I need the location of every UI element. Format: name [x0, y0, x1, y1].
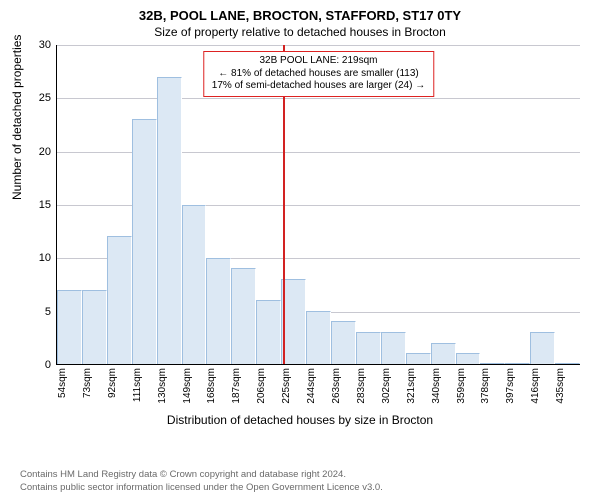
x-tick-label: 302sqm	[381, 368, 392, 404]
y-axis-label: Number of detached properties	[10, 35, 24, 200]
x-tick-label: 130sqm	[157, 368, 168, 404]
x-tick-label: 416sqm	[530, 368, 541, 404]
chart-subtitle: Size of property relative to detached ho…	[0, 23, 600, 45]
x-tick-label: 111sqm	[132, 368, 143, 402]
x-tick-label: 397sqm	[505, 368, 516, 404]
x-tick-label: 149sqm	[182, 368, 193, 404]
x-tick-label: 435sqm	[555, 368, 566, 404]
info-line2: ← 81% of detached houses are smaller (11…	[212, 68, 425, 81]
histogram-bar	[57, 290, 82, 364]
histogram-bar	[555, 363, 580, 364]
x-tick-label: 321sqm	[406, 368, 417, 404]
x-tick-label: 244sqm	[306, 368, 317, 404]
y-tick-label: 25	[39, 92, 57, 104]
histogram-bar	[331, 321, 356, 364]
y-tick-label: 20	[39, 146, 57, 158]
histogram-bar	[132, 119, 157, 364]
x-axis-label: Distribution of detached houses by size …	[0, 413, 600, 427]
info-box: 32B POOL LANE: 219sqm ← 81% of detached …	[203, 51, 434, 97]
histogram-bar	[206, 258, 231, 364]
y-tick-label: 0	[45, 359, 57, 371]
info-line3: 17% of semi-detached houses are larger (…	[212, 80, 425, 93]
x-tick-label: 378sqm	[480, 368, 491, 404]
histogram-bar	[406, 353, 431, 364]
histogram-bar	[456, 353, 481, 364]
histogram-bar	[381, 332, 406, 364]
histogram-bar	[82, 290, 107, 364]
chart-title: 32B, POOL LANE, BROCTON, STAFFORD, ST17 …	[0, 0, 600, 23]
histogram-bar	[505, 363, 530, 364]
x-tick-label: 206sqm	[256, 368, 267, 404]
histogram-bar	[231, 268, 256, 364]
x-tick-label: 54sqm	[57, 368, 68, 398]
x-tick-label: 359sqm	[456, 368, 467, 404]
y-tick-label: 5	[45, 306, 57, 318]
y-tick-label: 15	[39, 199, 57, 211]
x-tick-label: 340sqm	[431, 368, 442, 404]
footer-line1: Contains HM Land Registry data © Crown c…	[20, 469, 383, 481]
footer-line2: Contains public sector information licen…	[20, 482, 383, 494]
x-tick-label: 92sqm	[107, 368, 118, 398]
x-tick-label: 187sqm	[231, 368, 242, 404]
info-line1: 32B POOL LANE: 219sqm	[212, 55, 425, 68]
x-tick-label: 225sqm	[281, 368, 292, 404]
plot-wrap: 32B POOL LANE: 219sqm ← 81% of detached …	[56, 45, 580, 365]
x-tick-label: 168sqm	[206, 368, 217, 404]
histogram-bar	[256, 300, 281, 364]
histogram-bar	[107, 236, 132, 364]
histogram-bar	[431, 343, 456, 364]
histogram-bar	[182, 205, 207, 365]
histogram-bar	[356, 332, 381, 364]
histogram-bar	[530, 332, 555, 364]
x-tick-label: 73sqm	[82, 368, 93, 398]
x-tick-label: 263sqm	[331, 368, 342, 404]
x-tick-label: 283sqm	[356, 368, 367, 404]
histogram-bar	[306, 311, 331, 364]
y-tick-label: 10	[39, 252, 57, 264]
footer: Contains HM Land Registry data © Crown c…	[20, 469, 383, 494]
plot-area: 32B POOL LANE: 219sqm ← 81% of detached …	[56, 45, 580, 365]
histogram-bar	[157, 77, 182, 364]
histogram-bar	[480, 363, 505, 364]
y-tick-label: 30	[39, 39, 57, 51]
